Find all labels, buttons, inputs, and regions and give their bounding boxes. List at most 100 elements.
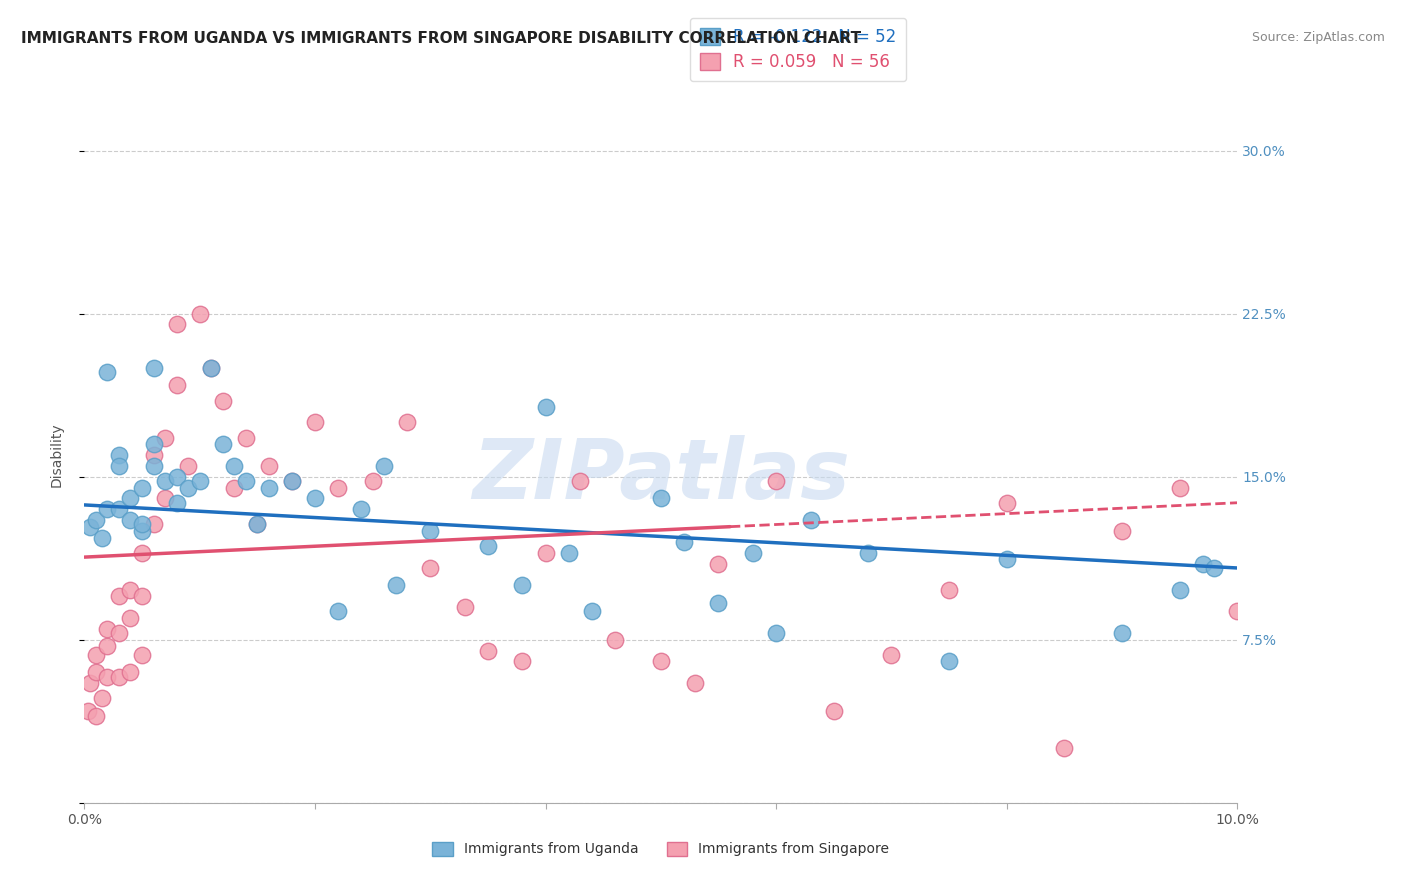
Point xyxy=(142,517,165,532)
Point xyxy=(512,578,534,592)
Point xyxy=(534,546,557,560)
Point xyxy=(672,534,695,549)
Point xyxy=(108,502,131,516)
Point xyxy=(581,605,603,619)
Point xyxy=(246,517,269,532)
Point xyxy=(108,626,131,640)
Point xyxy=(1111,626,1133,640)
Point xyxy=(257,481,280,495)
Point xyxy=(79,676,101,690)
Point xyxy=(650,655,672,669)
Point xyxy=(765,626,787,640)
Point xyxy=(76,705,98,719)
Point xyxy=(224,481,246,495)
Point xyxy=(166,496,188,510)
Point xyxy=(454,600,477,615)
Point xyxy=(96,639,118,653)
Point xyxy=(995,552,1018,566)
Point xyxy=(120,513,142,527)
Point xyxy=(361,474,384,488)
Point xyxy=(512,655,534,669)
Point xyxy=(1168,582,1191,597)
Point xyxy=(557,546,579,560)
Point xyxy=(938,582,960,597)
Point xyxy=(1053,741,1076,756)
Point xyxy=(153,474,176,488)
Point xyxy=(200,360,222,375)
Point xyxy=(396,415,419,429)
Point xyxy=(650,491,672,506)
Point xyxy=(246,517,269,532)
Point xyxy=(79,519,101,533)
Point xyxy=(1204,561,1226,575)
Point xyxy=(90,691,112,706)
Point xyxy=(419,524,441,538)
Point xyxy=(166,378,188,392)
Point xyxy=(419,561,441,575)
Point xyxy=(120,491,142,506)
Point xyxy=(384,578,406,592)
Point xyxy=(166,469,188,483)
Point xyxy=(84,708,107,723)
Point xyxy=(765,474,787,488)
Point xyxy=(108,589,131,603)
Point xyxy=(326,605,349,619)
Point xyxy=(742,546,765,560)
Point xyxy=(800,513,823,527)
Point xyxy=(120,582,142,597)
Point xyxy=(823,705,845,719)
Point xyxy=(131,524,153,538)
Point xyxy=(477,539,499,553)
Point xyxy=(685,676,707,690)
Point xyxy=(96,622,118,636)
Point xyxy=(131,546,153,560)
Text: Source: ZipAtlas.com: Source: ZipAtlas.com xyxy=(1251,31,1385,45)
Point xyxy=(153,491,176,506)
Point xyxy=(108,670,131,684)
Point xyxy=(281,474,304,488)
Point xyxy=(120,611,142,625)
Point xyxy=(188,474,211,488)
Point xyxy=(350,502,373,516)
Point xyxy=(995,496,1018,510)
Point xyxy=(131,648,153,662)
Point xyxy=(108,458,131,473)
Point xyxy=(603,632,626,647)
Y-axis label: Disability: Disability xyxy=(49,423,63,487)
Point xyxy=(84,513,107,527)
Point xyxy=(84,665,107,680)
Point xyxy=(534,400,557,414)
Point xyxy=(166,318,188,332)
Point xyxy=(211,393,233,408)
Text: ZIPatlas: ZIPatlas xyxy=(472,435,849,516)
Point xyxy=(281,474,304,488)
Point xyxy=(1168,481,1191,495)
Point xyxy=(224,458,246,473)
Point xyxy=(177,481,200,495)
Point xyxy=(257,458,280,473)
Point xyxy=(142,458,165,473)
Point xyxy=(707,557,730,571)
Point xyxy=(235,474,257,488)
Point xyxy=(177,458,200,473)
Point xyxy=(569,474,592,488)
Point xyxy=(96,502,118,516)
Point xyxy=(131,589,153,603)
Point xyxy=(96,365,118,379)
Point xyxy=(120,665,142,680)
Point xyxy=(200,360,222,375)
Point xyxy=(1226,605,1249,619)
Point xyxy=(304,491,326,506)
Point xyxy=(938,655,960,669)
Point xyxy=(1111,524,1133,538)
Point xyxy=(188,307,211,321)
Point xyxy=(477,643,499,657)
Point xyxy=(1191,557,1213,571)
Point xyxy=(142,437,165,451)
Legend: Immigrants from Uganda, Immigrants from Singapore: Immigrants from Uganda, Immigrants from … xyxy=(426,836,896,862)
Point xyxy=(142,360,165,375)
Point xyxy=(858,546,880,560)
Point xyxy=(326,481,349,495)
Text: IMMIGRANTS FROM UGANDA VS IMMIGRANTS FROM SINGAPORE DISABILITY CORRELATION CHART: IMMIGRANTS FROM UGANDA VS IMMIGRANTS FRO… xyxy=(21,31,862,46)
Point xyxy=(707,596,730,610)
